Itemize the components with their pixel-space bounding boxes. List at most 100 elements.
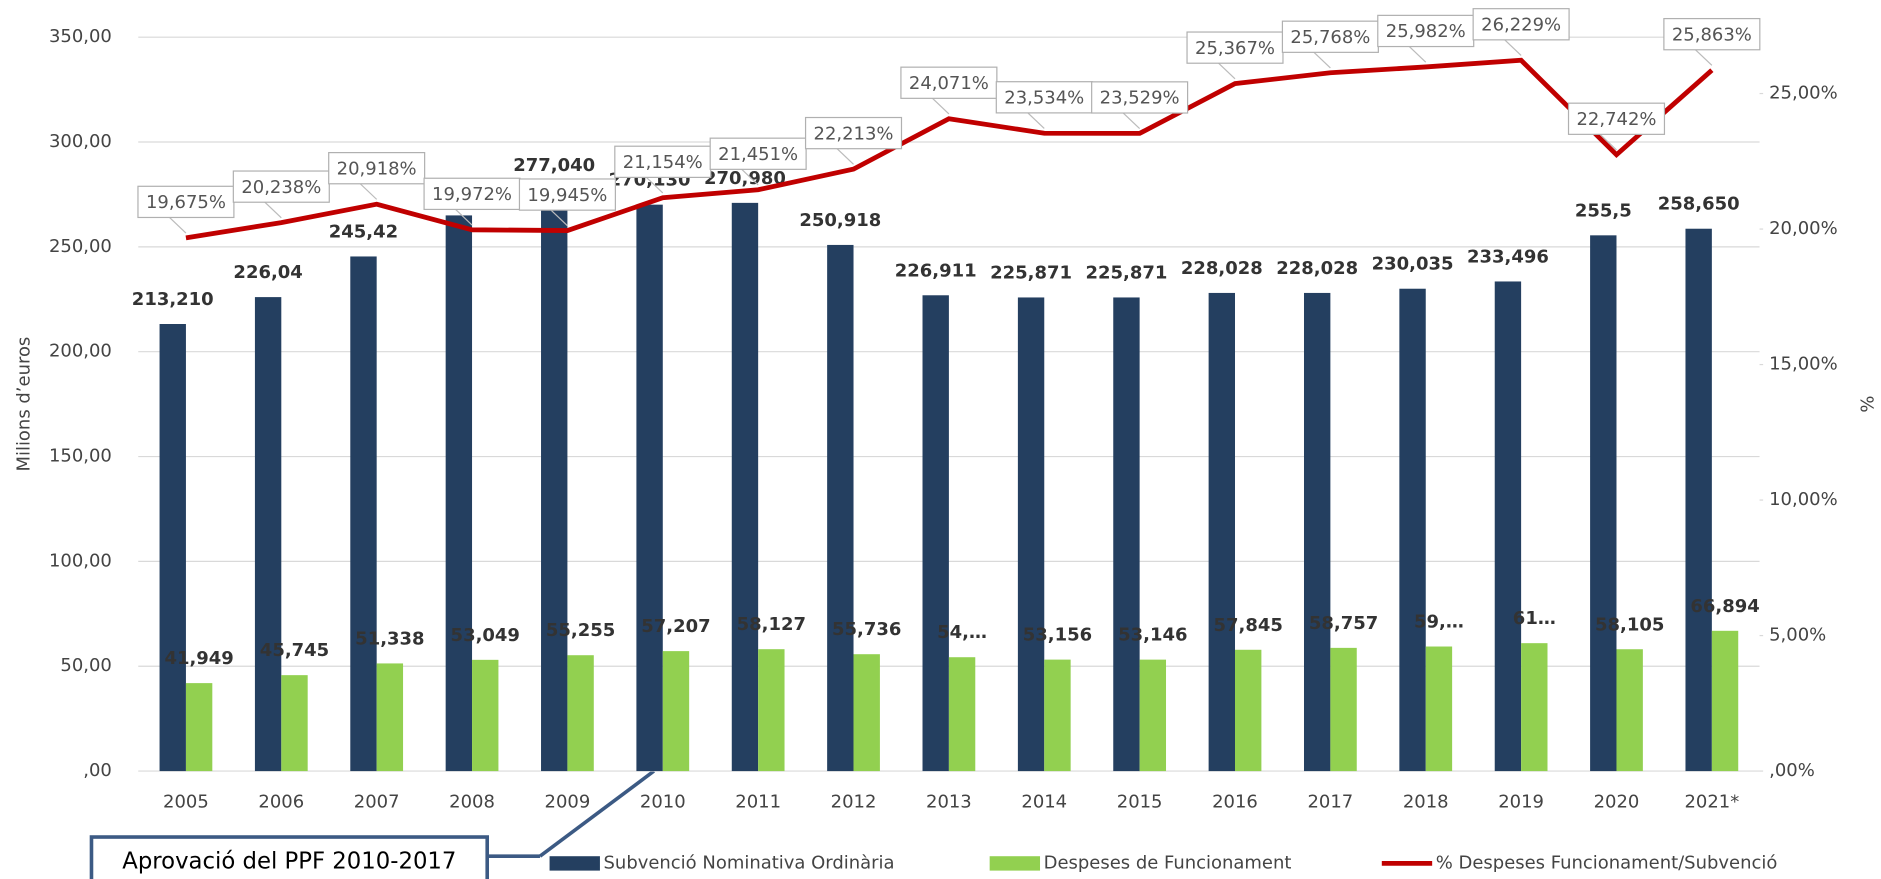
x-tick-label: 2019 (1498, 791, 1544, 812)
data-label: 54,… (937, 622, 987, 643)
y2-tick-label: 20,00% (1769, 218, 1838, 239)
data-label: 23,534% (1004, 87, 1084, 108)
label-box (1663, 17, 1761, 51)
bar (1521, 643, 1548, 772)
data-label: 22,213% (814, 123, 894, 144)
bar (758, 649, 785, 772)
bar (1399, 288, 1426, 772)
bar (827, 244, 854, 772)
data-label: 41,949 (164, 648, 233, 669)
x-tick-label: 2017 (1308, 791, 1354, 812)
x-tick-label: 2020 (1594, 791, 1640, 812)
label-box (1377, 14, 1475, 48)
bar (1235, 649, 1262, 772)
bar (1685, 228, 1712, 772)
data-label: 57,207 (641, 616, 710, 637)
x-tick-label: 2006 (258, 791, 304, 812)
bar (1616, 649, 1643, 772)
y-tick-label: 50,00 (60, 655, 111, 676)
data-label: 250,918 (799, 210, 881, 231)
data-label: 58,757 (1309, 613, 1378, 634)
bar (1711, 630, 1739, 772)
data-label: 226,911 (895, 260, 977, 281)
label-box (232, 170, 330, 203)
bar (922, 295, 949, 772)
bar (1139, 659, 1167, 772)
annotation-line (538, 769, 655, 858)
data-label: 58,105 (1595, 614, 1664, 635)
bar (662, 651, 690, 772)
x-tick-label: 2015 (1117, 791, 1163, 812)
y2-tick-label: 10,00% (1769, 489, 1838, 510)
y2-tick-label: 25,00% (1769, 83, 1838, 104)
x-tick-label: 2007 (354, 791, 400, 812)
data-label: 20,918% (337, 158, 417, 179)
data-label: 66,894 (1690, 596, 1759, 617)
data-label: 45,745 (260, 640, 329, 661)
data-label: 20,238% (241, 177, 321, 198)
x-tick-label: 2013 (926, 791, 972, 812)
bar (445, 215, 473, 772)
y2-tick-label: 15,00% (1769, 354, 1838, 375)
data-label: 226,04 (233, 262, 302, 283)
bar (281, 675, 308, 772)
data-label: 213,210 (132, 289, 214, 310)
y-tick-label: 300,00 (49, 131, 112, 152)
x-tick-label: 2005 (163, 791, 209, 812)
data-label: 270,980 (704, 168, 786, 189)
data-label: 19,972% (432, 184, 512, 205)
data-label: 19,945% (527, 185, 607, 206)
data-label: 225,871 (990, 262, 1072, 283)
bar (1303, 292, 1331, 772)
data-label: 228,028 (1181, 258, 1263, 279)
bar (472, 659, 499, 772)
y-tick-label: 200,00 (49, 341, 112, 362)
bar (567, 655, 594, 772)
data-label: 255,5 (1575, 200, 1632, 221)
bar (853, 654, 880, 772)
bar (376, 663, 404, 772)
data-label: 258,650 (1658, 194, 1740, 215)
label-box (423, 177, 521, 211)
data-label: 55,255 (546, 620, 615, 641)
data-label: 25,367% (1195, 38, 1275, 59)
label-box (137, 185, 235, 219)
label-box (518, 178, 616, 211)
data-label: 57,845 (1214, 615, 1283, 636)
data-label: 230,035 (1372, 254, 1454, 275)
x-tick-label: 2010 (640, 791, 686, 812)
line (185, 57, 1714, 241)
data-label: 55,736 (832, 619, 901, 640)
bar (948, 657, 976, 772)
label-box (709, 137, 807, 170)
label-box (1091, 81, 1189, 114)
data-label: 21,451% (718, 144, 798, 165)
data-label: 53,156 (1023, 625, 1092, 646)
label-box (804, 116, 903, 150)
data-label: 51,338 (355, 628, 424, 649)
label-box (1567, 102, 1666, 135)
bar (185, 683, 213, 772)
x-tick-label: 2014 (1021, 791, 1067, 812)
annotation: Aprovació del PPF 2010-2017 (122, 849, 456, 875)
bar (1494, 281, 1522, 772)
y-tick-label: ,00 (83, 760, 112, 781)
data-label: 19,675% (146, 192, 226, 213)
data-label: 26,229% (1481, 14, 1561, 35)
x-tick-label: 2009 (545, 791, 591, 812)
bar (541, 190, 568, 772)
legend-swatch (989, 856, 1041, 871)
bar (254, 297, 282, 772)
y-tick-label: 100,00 (49, 550, 112, 571)
label-box (1186, 31, 1284, 64)
data-label: 277,040 (513, 155, 595, 176)
data-label: 58,127 (737, 614, 806, 635)
data-label: 25,768% (1290, 27, 1370, 48)
y2-tick-label: ,00% (1769, 760, 1815, 781)
data-label: 24,071% (909, 73, 989, 94)
bar (636, 204, 663, 772)
x-tick-label: 2016 (1212, 791, 1258, 812)
bar (1044, 659, 1071, 772)
data-label: 61… (1513, 608, 1556, 629)
